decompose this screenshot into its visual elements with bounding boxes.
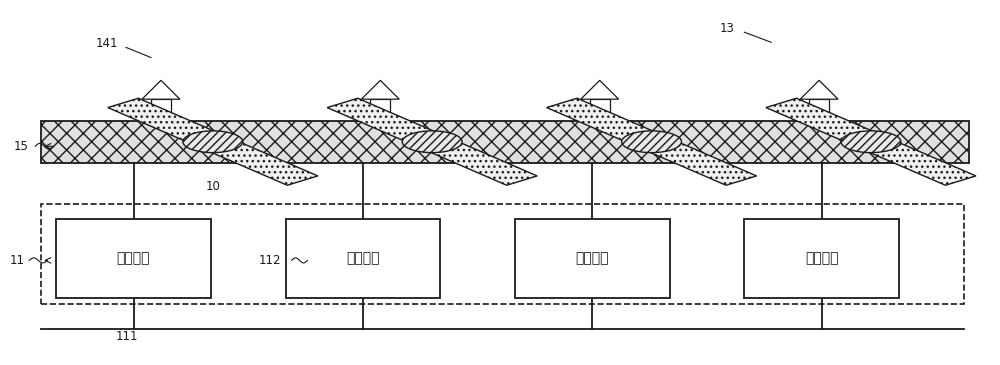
Text: 从控制器: 从控制器 bbox=[575, 251, 609, 266]
Text: 从控制器: 从控制器 bbox=[805, 251, 838, 266]
Polygon shape bbox=[800, 80, 838, 99]
Bar bbox=[41, 204, 964, 304]
Text: 10: 10 bbox=[206, 180, 221, 193]
Bar bbox=[151, 99, 171, 121]
Polygon shape bbox=[766, 98, 976, 185]
Text: 11: 11 bbox=[9, 254, 24, 267]
Bar bbox=[286, 219, 440, 299]
Text: 从控制器: 从控制器 bbox=[346, 251, 380, 266]
Bar bbox=[590, 99, 610, 121]
Polygon shape bbox=[361, 80, 399, 99]
Polygon shape bbox=[547, 98, 757, 185]
Bar bbox=[744, 219, 899, 299]
Text: 13: 13 bbox=[719, 22, 734, 35]
Polygon shape bbox=[142, 80, 180, 99]
Polygon shape bbox=[327, 98, 537, 185]
Text: 111: 111 bbox=[116, 330, 139, 343]
Bar bbox=[56, 219, 211, 299]
Bar bbox=[515, 219, 670, 299]
Circle shape bbox=[402, 131, 462, 153]
Polygon shape bbox=[108, 98, 318, 185]
Text: 15: 15 bbox=[13, 140, 28, 153]
Text: 112: 112 bbox=[259, 254, 281, 267]
Text: 主控制器: 主控制器 bbox=[117, 251, 150, 266]
Circle shape bbox=[183, 131, 243, 153]
Bar bbox=[41, 121, 969, 162]
Bar bbox=[809, 99, 829, 121]
Bar bbox=[370, 99, 390, 121]
Circle shape bbox=[622, 131, 681, 153]
Polygon shape bbox=[581, 80, 619, 99]
Circle shape bbox=[841, 131, 901, 153]
Text: 141: 141 bbox=[96, 36, 119, 50]
